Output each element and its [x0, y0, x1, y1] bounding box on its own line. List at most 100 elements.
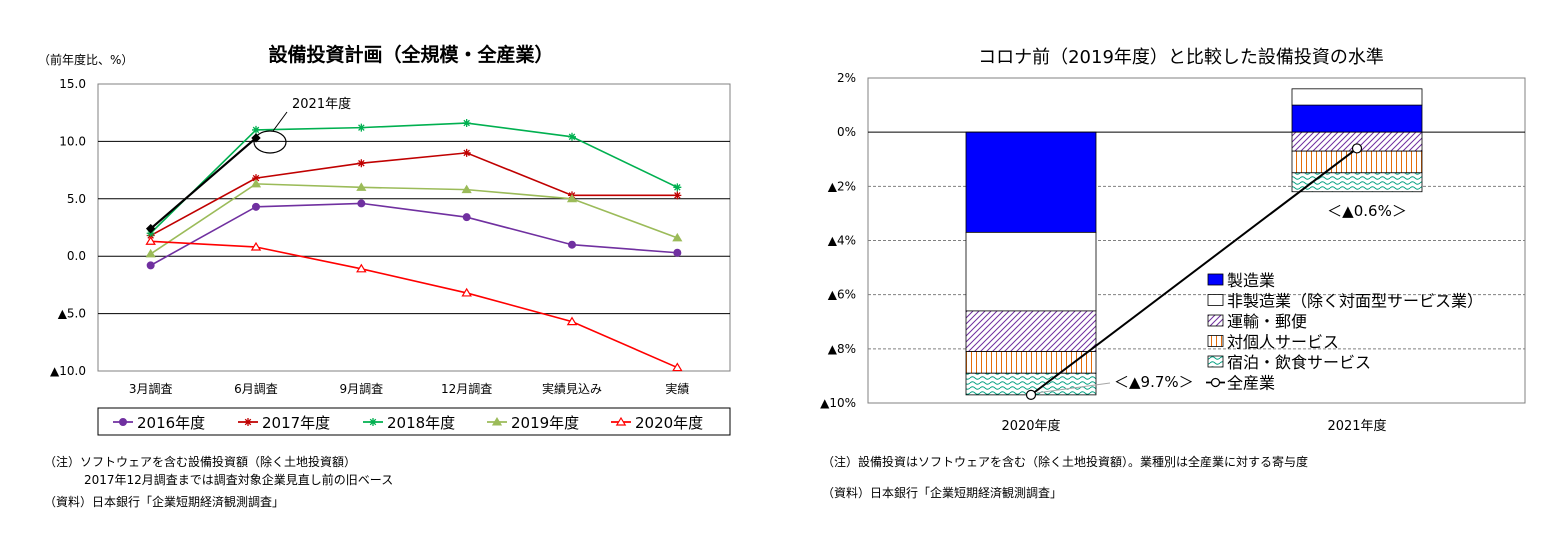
x-tick-label: 3月調査 — [129, 382, 173, 396]
data-point — [145, 236, 156, 245]
bar-segment — [1291, 172, 1423, 193]
line-chart: 設備投資計画（全規模・全産業） （前年度比、%） 15.0 10.0 5.0 0.0 ▲… — [38, 43, 731, 509]
data-point — [252, 174, 260, 183]
data-point — [672, 362, 683, 372]
x-tick-label: 2020年度 — [1001, 418, 1060, 434]
bar-segment — [1291, 104, 1423, 133]
y-tick-label: 5.0 — [67, 192, 86, 206]
legend-item: 2017年度 — [238, 414, 330, 432]
data-point — [673, 183, 682, 192]
legend-item: 対個人サービス — [1207, 333, 1339, 352]
series-line — [150, 122, 678, 234]
chart-title: 設備投資計画（全規模・全産業） — [268, 43, 553, 66]
note-right-source: （資料）日本銀行「企業短期経済観測調査」 — [822, 485, 1062, 500]
legend-swatch — [1207, 294, 1224, 306]
y-tick-labels-right: 2% 0% ▲2% ▲4% ▲6% ▲8% ▲10% — [820, 71, 856, 410]
series-2019年度 — [145, 178, 683, 258]
y-tick-label: 0.0 — [67, 249, 86, 263]
data-point — [672, 232, 683, 242]
legend-right: 製造業非製造業（除く対面型サービス業）運輸・郵便対個人サービス宿泊・飲食サービス… — [1206, 271, 1483, 393]
x-tick-label: 6月調査 — [234, 382, 278, 396]
chart-title-right: コロナ前（2019年度）と比較した設備投資の水準 — [978, 47, 1384, 68]
legend-item: 2020年度 — [611, 414, 703, 432]
total-line-segment — [1030, 147, 1358, 396]
legend-label: 2020年度 — [635, 414, 703, 432]
note-source: （資料）日本銀行「企業短期経済観測調査」 — [44, 494, 284, 509]
data-point — [250, 178, 262, 188]
y-unit-label: （前年度比、%） — [38, 52, 133, 67]
bar-segment — [965, 231, 1097, 312]
legend-item: 2016年度 — [113, 414, 205, 432]
y-tick-label: ▲5.0 — [58, 307, 86, 321]
data-point — [568, 240, 576, 249]
series-line — [150, 183, 678, 255]
total-label: ＜▲9.7%＞ — [1114, 373, 1194, 391]
data-point — [462, 213, 471, 222]
data-point — [357, 199, 366, 208]
y-tick-label: 2% — [837, 71, 856, 85]
data-point — [356, 182, 367, 191]
y-tick-label: ▲10.0 — [50, 364, 86, 378]
data-point — [673, 191, 682, 200]
legend-label: 2019年度 — [511, 414, 579, 432]
annotation-leader — [272, 111, 288, 132]
x-tick-label: 12月調査 — [441, 382, 492, 396]
data-point — [568, 132, 576, 141]
data-point — [252, 125, 260, 134]
x-tick-label: 9月調査 — [340, 382, 384, 396]
series-line — [150, 152, 678, 237]
series-2016年度 — [146, 199, 682, 270]
data-point — [146, 261, 155, 270]
series-2020年度 — [145, 236, 683, 372]
series-line — [149, 137, 257, 230]
legend-marker — [369, 418, 377, 426]
x-tick-labels-right: 2020年度 2021年度 — [1001, 418, 1386, 434]
bar-segment — [1291, 150, 1423, 174]
series-line — [150, 202, 678, 267]
legend-item: 運輸・郵便 — [1207, 312, 1307, 331]
data-point — [250, 241, 262, 251]
bar-segment — [1291, 88, 1423, 106]
legend-marker — [491, 417, 503, 426]
legend-label: 対個人サービス — [1227, 333, 1339, 352]
y-tick-label: ▲6% — [828, 288, 856, 302]
legend-item: 宿泊・飲食サービス — [1207, 353, 1371, 372]
data-point — [462, 119, 471, 128]
bars — [965, 88, 1423, 396]
data-point — [673, 248, 682, 257]
legend-marker — [119, 418, 127, 426]
data-point — [462, 148, 471, 157]
total-point — [1025, 389, 1037, 400]
data-point — [357, 159, 366, 168]
series-line — [150, 240, 678, 369]
data-point — [566, 316, 578, 326]
y-tick-label: ▲2% — [828, 179, 856, 193]
stacked-bar-chart: コロナ前（2019年度）と比較した設備投資の水準 2% 0% ▲2% ▲4% ▲6% ▲8… — [820, 47, 1526, 500]
legend-label: 2018年度 — [387, 414, 455, 432]
note-1: （注）ソフトウェアを含む設備投資額（除く土地投資額） — [44, 454, 356, 469]
data-point — [356, 263, 367, 273]
legend-swatch — [1207, 335, 1224, 347]
legend: 2016年度 2017年度 2018年度 2019年度 2020年度 — [113, 414, 703, 432]
data-point — [252, 202, 260, 211]
legend-label: 2017年度 — [262, 414, 330, 432]
x-tick-label: 実績見込み — [542, 381, 602, 396]
legend-item: 2019年度 — [487, 414, 579, 432]
bar-segment — [965, 310, 1097, 352]
legend-label: 宿泊・飲食サービス — [1227, 353, 1371, 372]
y-tick-label: 0% — [837, 125, 856, 139]
legend-item: 非製造業（除く対面型サービス業） — [1207, 292, 1483, 311]
y-tick-label: ▲10% — [820, 396, 856, 410]
plot-area — [97, 83, 731, 372]
y-tick-label: 15.0 — [59, 77, 86, 91]
legend-marker — [244, 418, 252, 426]
legend-label: 製造業 — [1227, 271, 1275, 290]
total-line: ＜▲9.7%＞ ＜▲0.6%＞ — [1025, 143, 1407, 400]
data-point — [566, 193, 578, 203]
legend-marker — [615, 416, 627, 426]
legend-label: 2016年度 — [137, 414, 205, 432]
legend-swatch — [1207, 273, 1224, 286]
data-point — [145, 248, 156, 258]
legend-item: 製造業 — [1207, 271, 1275, 290]
